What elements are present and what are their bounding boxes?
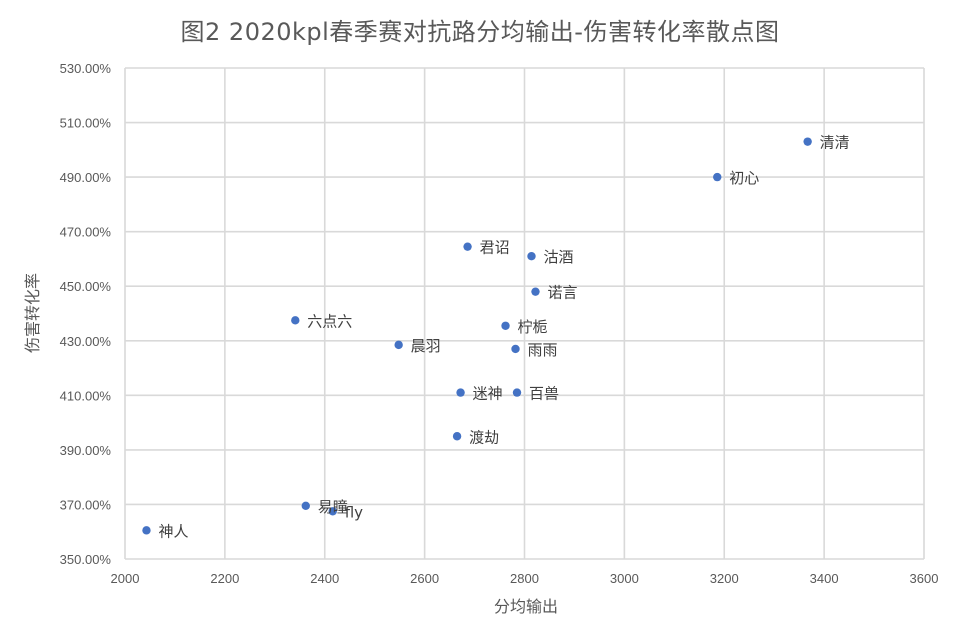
x-tick-label: 3600 — [910, 571, 939, 586]
y-tick-label: 350.00% — [60, 552, 112, 567]
y-tick-label: 530.00% — [60, 61, 112, 76]
data-label: fly — [345, 503, 363, 521]
data-point — [501, 321, 510, 330]
data-label: 君诏 — [480, 239, 510, 257]
x-tick-label: 2600 — [410, 571, 439, 586]
data-label: 神人 — [158, 522, 188, 540]
x-tick-label: 3200 — [710, 571, 739, 586]
y-tick-label: 410.00% — [60, 388, 112, 403]
data-point — [142, 526, 151, 535]
data-label: 迷神 — [473, 385, 503, 403]
data-label: 诺言 — [547, 284, 577, 302]
x-tick-label: 2400 — [310, 571, 339, 586]
data-label: 晨羽 — [411, 337, 441, 355]
data-point — [452, 432, 462, 441]
x-tick-label: 2200 — [210, 571, 239, 586]
data-point — [512, 388, 522, 397]
data-point — [803, 137, 812, 146]
data-point — [301, 501, 310, 511]
data-label: 百兽 — [529, 385, 559, 403]
x-tick-label: 2000 — [111, 571, 140, 586]
data-point — [531, 287, 540, 296]
data-label: 渡劫 — [469, 428, 499, 446]
data-label: 清清 — [820, 134, 850, 152]
data-label: 初心 — [729, 169, 759, 187]
data-point — [511, 344, 520, 354]
y-tick-label: 430.00% — [60, 334, 112, 349]
x-tick-label: 3000 — [610, 571, 639, 586]
y-axis-title: 伤害转化率 — [23, 273, 42, 353]
y-tick-label: 370.00% — [60, 497, 112, 512]
data-point — [713, 172, 722, 182]
tick-labels: 350.00% 370.00% 390.00% 410.00% 430.00% 450.0… — [60, 61, 939, 586]
data-label: 易瞳 — [318, 498, 348, 516]
data-point — [328, 507, 337, 516]
y-tick-label: 390.00% — [60, 443, 112, 458]
data-label: 雨雨 — [528, 341, 558, 359]
data-label: 六点六 — [307, 312, 352, 330]
data-points — [142, 137, 812, 535]
data-point — [463, 242, 472, 251]
y-tick-label: 450.00% — [60, 279, 112, 294]
data-label: 沽酒 — [543, 248, 573, 266]
data-point — [394, 340, 403, 350]
data-point — [291, 316, 300, 325]
x-tick-label: 2800 — [510, 571, 539, 586]
x-axis-title: 分均输出 — [494, 597, 558, 616]
y-tick-label: 470.00% — [60, 225, 112, 240]
data-point — [456, 388, 465, 397]
y-tick-label: 510.00% — [60, 116, 112, 131]
y-tick-label: 490.00% — [60, 170, 112, 185]
gridlines — [124, 67, 925, 560]
data-label: 柠栀 — [518, 318, 548, 336]
x-tick-label: 3400 — [810, 571, 839, 586]
chart-title: 图2 2020kpl春季赛对抗路分均输出-伤害转化率散点图 — [180, 18, 780, 46]
data-point — [527, 252, 536, 261]
